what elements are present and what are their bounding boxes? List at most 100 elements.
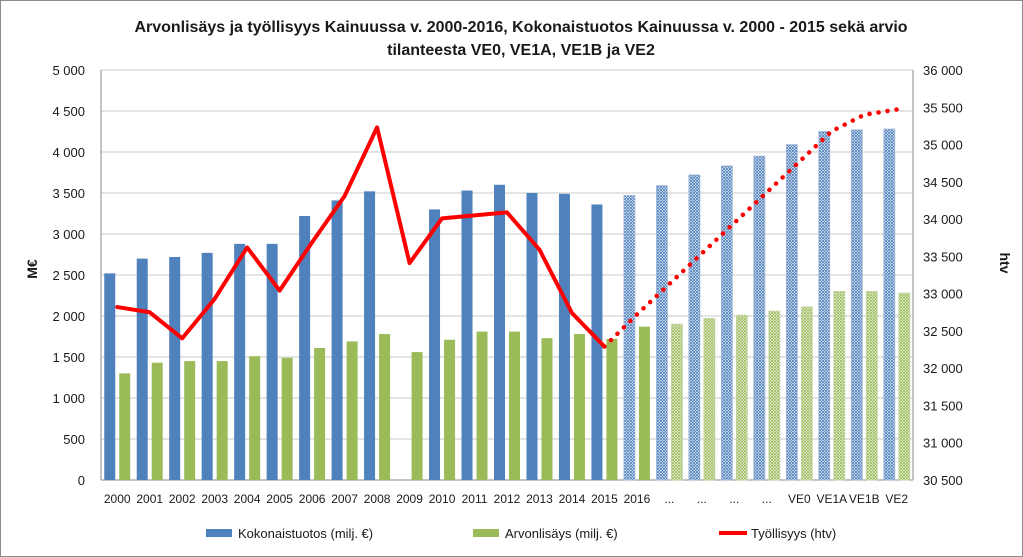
y-tick-label: 3 000 [52,227,85,242]
x-tick-label: 2007 [331,492,358,506]
bar-arvonlisays [606,338,618,480]
bar-arvonlisays [184,361,196,480]
x-tick-label: VE1A [816,492,847,506]
bar-kokonaistuotos [526,193,538,480]
y-axis-title: M€ [24,259,40,279]
bar-arvonlisays [768,310,781,481]
legend-swatch [206,529,232,537]
x-tick-label: ... [697,492,707,506]
line-tyollisyys-projection [602,107,900,349]
bar-arvonlisays [638,326,650,480]
bar-arvonlisays [800,306,813,481]
x-tick-label: ... [762,492,772,506]
x-tick-label: 2001 [136,492,163,506]
bar-arvonlisays [411,352,423,480]
bar-arvonlisays [735,314,748,481]
y2-tick-label: 33 000 [923,287,963,302]
y-tick-label: 0 [78,473,85,488]
bar-arvonlisays [444,339,456,480]
y2-tick-label: 31 000 [923,436,963,451]
bar-kokonaistuotos [461,190,473,481]
y2-axis-title: htv [997,253,1013,274]
bar-kokonaistuotos [331,200,343,480]
y2-tick-label: 30 500 [923,473,963,488]
bar-arvonlisays [476,331,488,480]
x-tick-label: 2009 [396,492,423,506]
x-tick-label: VE0 [788,492,811,506]
y2-tick-label: 35 000 [923,138,963,153]
y-tick-label: 1 000 [52,391,85,406]
bar-arvonlisays [541,338,553,480]
bar-arvonlisays [509,331,520,480]
y-tick-label: 2 000 [52,309,85,324]
bar-arvonlisays [346,341,358,480]
y2-tick-label: 32 500 [923,324,963,339]
chart-title-line-1: Arvonlisäys ja työllisyys Kainuussa v. 2… [134,19,908,36]
y-tick-label: 3 500 [52,186,85,201]
bar-arvonlisays [671,323,683,481]
bar-arvonlisays [314,347,326,480]
y2-tick-label: 33 500 [923,249,963,264]
bar-kokonaistuotos [136,258,148,480]
bar-kokonaistuotos [850,129,863,481]
x-tick-label: 2003 [201,492,228,506]
bar-kokonaistuotos [266,243,278,480]
x-tick-label: VE1B [849,492,880,506]
bar-kokonaistuotos [234,243,246,480]
bar-kokonaistuotos [201,252,213,480]
bar-kokonaistuotos [656,185,668,481]
x-tick-label: 2000 [104,492,131,506]
bar-kokonaistuotos [688,174,701,481]
bar-arvonlisays [216,361,228,480]
y-tick-label: 4 500 [52,104,85,119]
bar-arvonlisays [833,290,846,481]
bar-kokonaistuotos [753,155,766,481]
x-tick-label: 2014 [559,492,586,506]
x-tick-label: 2006 [299,492,326,506]
x-tick-label: 2005 [266,492,293,506]
bar-arvonlisays [379,334,391,480]
y-tick-label: 500 [63,432,85,447]
bar-arvonlisays [119,373,131,480]
bar-kokonaistuotos [720,165,733,481]
bar-kokonaistuotos [591,204,603,481]
line-tyollisyys [115,125,607,349]
legend-swatch [473,529,499,537]
bar-kokonaistuotos [494,184,505,481]
x-tick-label: 2015 [591,492,618,506]
y2-tick-label: 36 000 [923,63,963,78]
chart-title-line-2: tilanteesta VE0, VE1A, VE1B ja VE2 [387,42,655,59]
y2-tick-label: 34 500 [923,175,963,190]
x-tick-label: 2010 [429,492,456,506]
bar-kokonaistuotos [623,195,636,481]
legend-label: Työllisyys (htv) [751,526,836,541]
y2-tick-label: 34 000 [923,212,963,227]
bar-kokonaistuotos [299,215,311,480]
x-tick-label: 2008 [364,492,391,506]
bar-kokonaistuotos [169,256,181,480]
x-tick-label: 2016 [624,492,651,506]
bar-arvonlisays [865,290,878,481]
y2-tick-label: 35 500 [923,100,963,115]
x-tick-label: 2004 [234,492,261,506]
bar-arvonlisays [703,318,716,481]
bar-kokonaistuotos [883,128,896,481]
bar-arvonlisays [281,357,293,480]
y-tick-label: 5 000 [52,63,85,78]
x-tick-label: 2013 [526,492,553,506]
x-tick-label: 2002 [169,492,196,506]
bar-kokonaistuotos [818,131,831,481]
y-tick-label: 4 000 [52,145,85,160]
x-tick-label: ... [729,492,739,506]
bar-kokonaistuotos [364,191,376,481]
y2-tick-label: 31 500 [923,398,963,413]
bar-arvonlisays [573,334,585,480]
x-tick-label: 2011 [462,492,488,506]
y-tick-label: 2 500 [52,268,85,283]
y2-tick-label: 32 000 [923,361,963,376]
bar-arvonlisays [249,356,261,480]
bar-kokonaistuotos [558,193,570,480]
x-tick-label: 2012 [494,492,521,506]
